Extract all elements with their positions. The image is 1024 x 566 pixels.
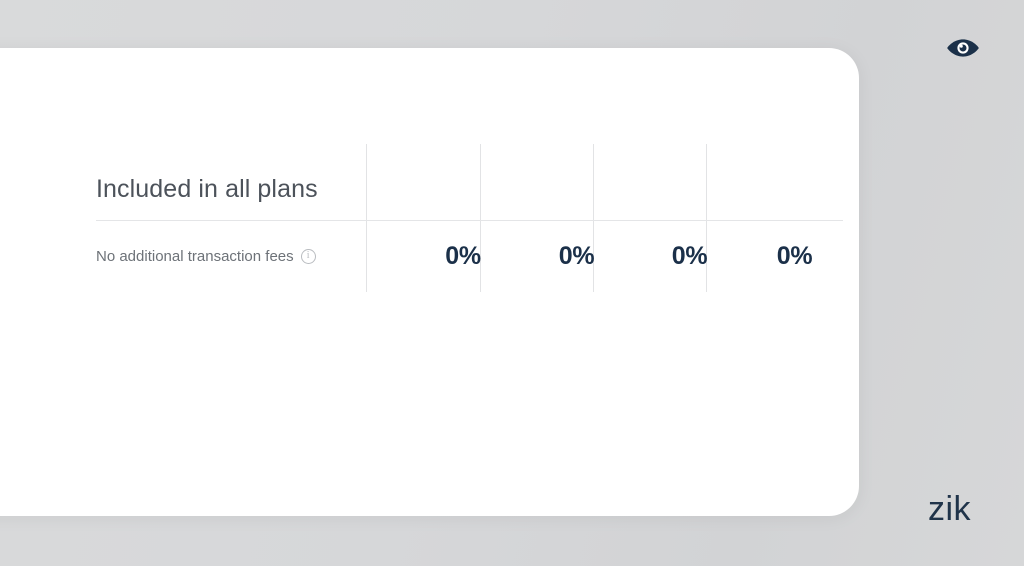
value-cell-plan-1: 0% — [445, 241, 481, 270]
value-cell-plan-3: 0% — [671, 241, 708, 270]
row-label-text: No additional transaction fees — [96, 247, 294, 265]
eye-icon[interactable] — [946, 36, 980, 60]
row-values: 0% 0% 0% 0% — [406, 242, 843, 271]
pricing-table: Included in all plans No additional tran… — [96, 144, 843, 292]
page-title: Included in all plans — [96, 174, 318, 203]
pricing-card — [0, 48, 859, 516]
header-divider — [96, 220, 843, 221]
table-header: Included in all plans — [96, 158, 318, 220]
row-label: No additional transaction fees i — [96, 248, 406, 265]
value-cell-plan-2: 0% — [558, 241, 595, 270]
brand-logo: zik — [928, 490, 972, 528]
value-cell-plan-4: 0% — [776, 241, 813, 270]
info-icon[interactable]: i — [300, 248, 316, 264]
table-row: No additional transaction fees i 0% 0% 0… — [96, 220, 843, 292]
